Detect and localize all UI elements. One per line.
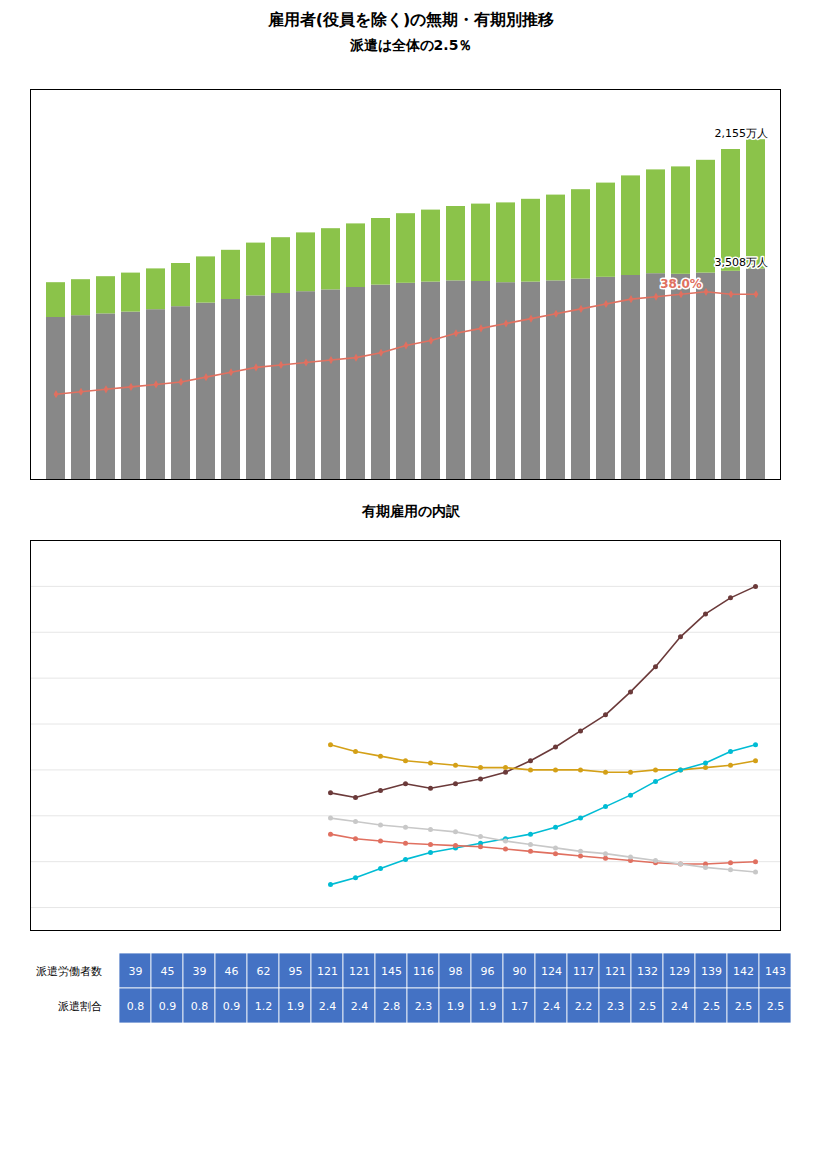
- svg-text:2.4: 2.4: [671, 1000, 689, 1013]
- svg-text:121: 121: [349, 965, 370, 978]
- svg-text:1.9: 1.9: [287, 1000, 305, 1013]
- svg-text:2,155万人: 2,155万人: [715, 127, 769, 140]
- svg-text:2.3: 2.3: [415, 1000, 433, 1013]
- svg-text:139: 139: [701, 965, 722, 978]
- svg-text:派遣割合: 派遣割合: [58, 1000, 102, 1013]
- svg-text:95: 95: [289, 965, 303, 978]
- svg-text:0.8: 0.8: [191, 1000, 209, 1013]
- svg-text:2.5: 2.5: [735, 1000, 753, 1013]
- svg-text:39: 39: [193, 965, 207, 978]
- svg-text:2.5: 2.5: [639, 1000, 657, 1013]
- svg-text:0.9: 0.9: [223, 1000, 241, 1013]
- svg-text:96: 96: [481, 965, 495, 978]
- svg-text:117: 117: [573, 965, 594, 978]
- svg-text:1.2: 1.2: [255, 1000, 273, 1013]
- svg-text:45: 45: [161, 965, 175, 978]
- svg-text:派遣労働者数: 派遣労働者数: [36, 965, 102, 978]
- svg-text:116: 116: [413, 965, 434, 978]
- svg-text:124: 124: [541, 965, 562, 978]
- svg-text:3,508万人: 3,508万人: [715, 256, 769, 269]
- svg-text:0.8: 0.8: [127, 1000, 145, 1013]
- svg-text:121: 121: [605, 965, 626, 978]
- svg-text:132: 132: [637, 965, 658, 978]
- svg-text:2.5: 2.5: [703, 1000, 721, 1013]
- svg-text:1.9: 1.9: [447, 1000, 465, 1013]
- svg-text:2.4: 2.4: [319, 1000, 337, 1013]
- svg-text:2.5: 2.5: [767, 1000, 785, 1013]
- html-text:雇用者(役員を除く)の無期・有期別推移: 雇用者(役員を除く)の無期・有期別推移: [267, 10, 555, 29]
- svg-text:98: 98: [449, 965, 463, 978]
- svg-text:121: 121: [317, 965, 338, 978]
- svg-text:2.2: 2.2: [575, 1000, 593, 1013]
- svg-text:0.9: 0.9: [159, 1000, 177, 1013]
- svg-text:2.3: 2.3: [607, 1000, 625, 1013]
- html-text:有期雇用の内訳: 有期雇用の内訳: [362, 503, 460, 519]
- svg-text:1.7: 1.7: [511, 1000, 529, 1013]
- html-text:派遣は全体の2.5％: 派遣は全体の2.5％: [349, 37, 473, 53]
- svg-text:2.8: 2.8: [383, 1000, 401, 1013]
- svg-text:38.0%: 38.0%: [660, 277, 702, 291]
- svg-text:2.4: 2.4: [351, 1000, 369, 1013]
- svg-text:129: 129: [669, 965, 690, 978]
- svg-text:62: 62: [257, 965, 271, 978]
- svg-text:143: 143: [765, 965, 786, 978]
- svg-text:39: 39: [129, 965, 143, 978]
- svg-text:142: 142: [733, 965, 754, 978]
- svg-text:2.4: 2.4: [543, 1000, 561, 1013]
- svg-text:145: 145: [381, 965, 402, 978]
- svg-text:1.9: 1.9: [479, 1000, 497, 1013]
- svg-text:46: 46: [225, 965, 239, 978]
- svg-text:90: 90: [513, 965, 527, 978]
